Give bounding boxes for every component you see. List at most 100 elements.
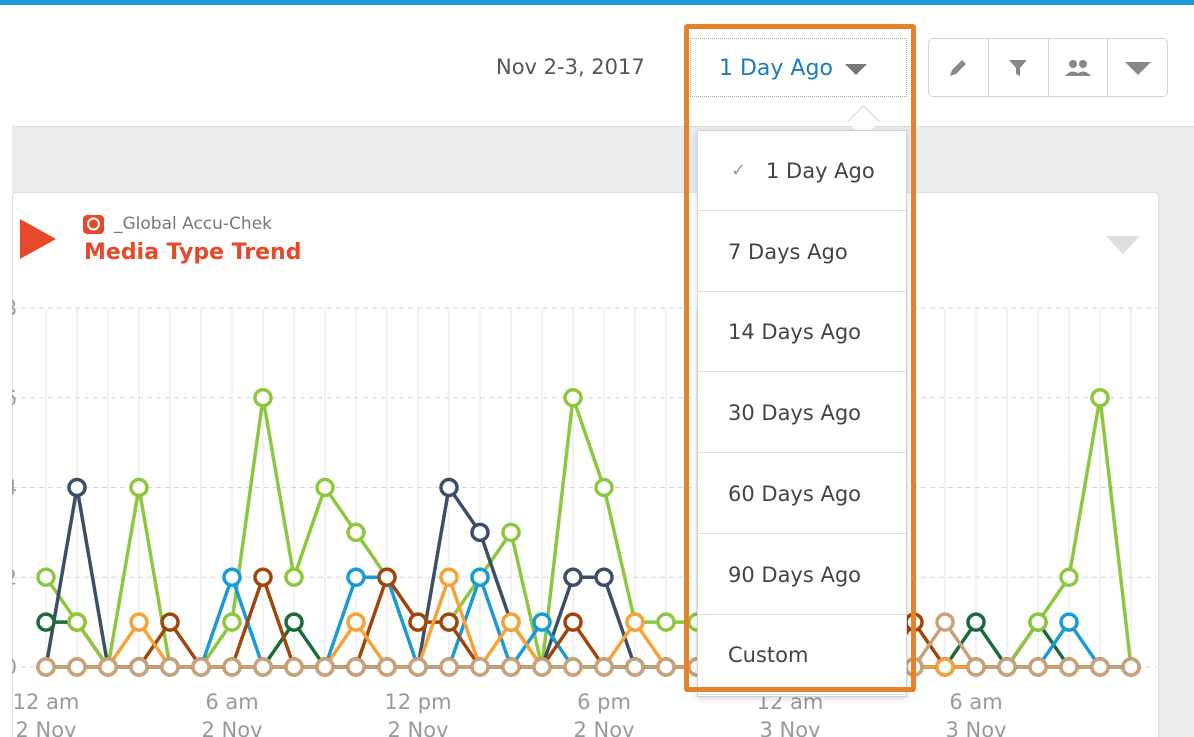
widget-title: Media Type Trend [84, 240, 302, 265]
data-point [501, 612, 521, 632]
widget-menu-caret[interactable] [1106, 236, 1140, 256]
menu-item-label: 1 Day Ago [766, 159, 875, 183]
menu-item[interactable]: 90 Days Ago [698, 535, 906, 615]
menu-item[interactable]: Custom [698, 615, 906, 696]
menu-item[interactable]: ✓ 1 Day Ago [698, 131, 906, 211]
data-point [935, 612, 955, 632]
menu-item[interactable]: 14 Days Ago [698, 292, 906, 373]
data-point [284, 657, 304, 677]
menu-item-label: 7 Days Ago [728, 239, 848, 264]
filter-button[interactable] [989, 39, 1049, 96]
data-point [1028, 657, 1048, 677]
data-point [594, 477, 614, 498]
y-tick-label: 8 [4, 296, 17, 320]
data-point [253, 657, 273, 677]
menu-item[interactable]: 60 Days Ago [698, 454, 906, 534]
data-point [315, 477, 335, 498]
data-point [222, 612, 242, 632]
source-icon [83, 215, 104, 234]
data-point [501, 522, 521, 543]
data-point [966, 612, 986, 632]
data-point [67, 612, 87, 632]
data-point [935, 657, 955, 677]
users-button[interactable] [1049, 39, 1109, 96]
data-point [129, 657, 149, 677]
data-point [222, 657, 242, 677]
x-tick-sublabel: 2 Nov [573, 718, 634, 737]
data-point [160, 657, 180, 677]
x-tick-label: 6 am [205, 690, 258, 714]
data-point [346, 567, 366, 587]
data-point [470, 657, 490, 677]
data-point [284, 567, 304, 587]
data-point [1121, 657, 1141, 677]
data-point [997, 657, 1017, 677]
data-point [377, 567, 397, 587]
data-point [1059, 612, 1079, 632]
data-point [594, 567, 614, 587]
data-point [966, 657, 986, 677]
data-point [377, 657, 397, 677]
check-mark: ✓ [731, 160, 747, 181]
data-point [36, 612, 56, 632]
range-button-label: 1 Day Ago [719, 56, 833, 81]
data-point [563, 388, 583, 408]
data-point [501, 657, 521, 677]
data-point [625, 657, 645, 677]
more-button[interactable] [1108, 39, 1167, 96]
data-point [563, 657, 583, 677]
menu-item-label: 30 Days Ago [728, 401, 862, 426]
data-point [284, 612, 304, 632]
x-tick-label: 12 pm [384, 690, 451, 714]
data-point [1028, 612, 1048, 632]
data-point [129, 477, 149, 498]
data-point [439, 612, 459, 632]
data-point [36, 567, 56, 587]
toolbar [928, 38, 1168, 97]
menu-item-label: 60 Days Ago [728, 481, 862, 506]
widget-card [12, 192, 1159, 737]
data-point [563, 567, 583, 587]
data-point [439, 477, 459, 498]
y-tick-label: 6 [4, 386, 17, 410]
data-point [222, 567, 242, 587]
menu-item[interactable]: 30 Days Ago [698, 373, 906, 454]
data-point [594, 657, 614, 677]
data-point [346, 657, 366, 677]
edit-button[interactable] [929, 39, 989, 96]
highlight-box [684, 24, 916, 692]
data-point [1090, 657, 1110, 677]
data-point [129, 612, 149, 632]
data-point [253, 567, 273, 587]
widget-play-icon[interactable] [18, 217, 58, 261]
data-point [408, 612, 428, 632]
y-tick-label: 0 [4, 655, 17, 679]
menu-item-label: Custom [728, 643, 809, 668]
menu-item[interactable]: 7 Days Ago [698, 212, 906, 292]
chart-plot: 0 2 4 6 8 12 am 2 Nov 6 am 2 Nov 12 pm 2 Nov 6 pm 2 … [4, 296, 1157, 737]
x-tick-label: 6 pm [577, 690, 631, 714]
data-point [36, 657, 56, 677]
data-point [408, 657, 428, 677]
menu-item-label: 90 Days Ago [728, 562, 862, 587]
data-point [439, 657, 459, 677]
data-point [1059, 567, 1079, 587]
x-tick-sublabel: 2 Nov [387, 718, 448, 737]
data-point [346, 522, 366, 543]
y-tick-label: 4 [4, 476, 17, 500]
data-point [253, 388, 273, 408]
x-tick-sublabel: 2 Nov [15, 718, 76, 737]
data-point [346, 612, 366, 632]
x-tick-label: 6 am [949, 690, 1002, 714]
data-point [625, 612, 645, 632]
menu-item-label: 14 Days Ago [728, 320, 862, 345]
data-point [191, 657, 211, 677]
widget-source: _Global Accu-Chek [114, 214, 273, 234]
data-point [160, 612, 180, 632]
data-point [67, 657, 87, 677]
range-button[interactable]: 1 Day Ago [690, 38, 907, 97]
x-tick-sublabel: 3 Nov [945, 718, 1006, 737]
data-point [439, 567, 459, 587]
data-point [656, 657, 676, 677]
